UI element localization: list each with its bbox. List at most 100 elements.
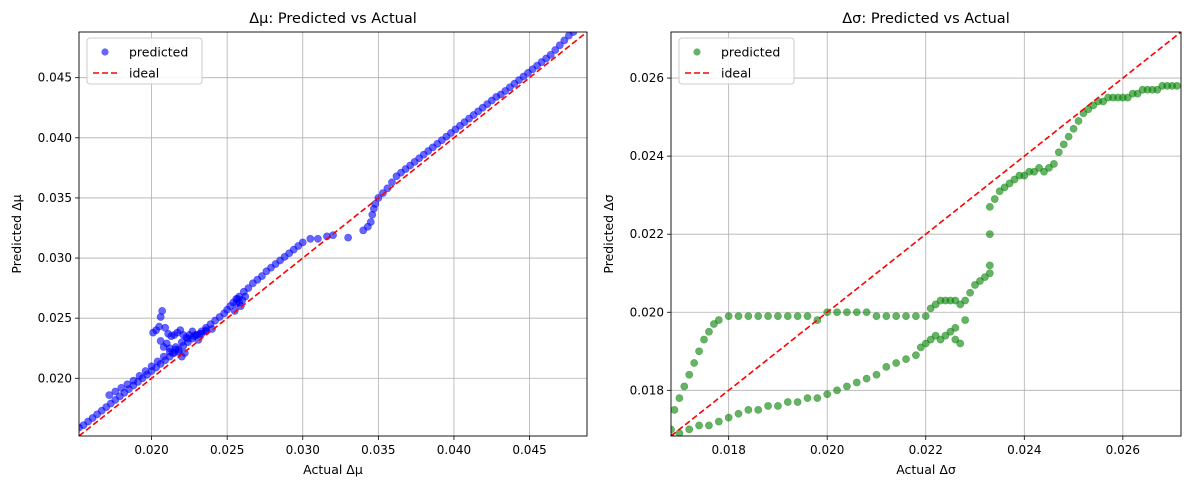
data-point xyxy=(921,312,930,321)
legend: predicted ideal xyxy=(86,37,203,85)
data-point xyxy=(378,189,387,198)
data-point xyxy=(695,421,703,430)
data-point xyxy=(724,312,733,321)
data-point xyxy=(1074,117,1083,125)
data-point xyxy=(926,304,935,313)
data-point xyxy=(690,359,699,367)
legend-marker xyxy=(693,48,701,56)
series-predicted xyxy=(79,32,578,432)
data-point xyxy=(1030,167,1039,176)
data-point xyxy=(1123,93,1132,102)
chart-title: Δμ: Predicted vs Actual xyxy=(249,11,417,27)
data-point xyxy=(724,413,733,422)
data-point xyxy=(941,331,950,340)
data-point xyxy=(916,343,925,352)
data-point xyxy=(1153,85,1162,94)
data-point xyxy=(1173,81,1181,90)
data-point xyxy=(956,339,965,348)
chart-title: Δσ: Predicted vs Actual xyxy=(842,11,1009,27)
data-point xyxy=(685,370,694,379)
data-point xyxy=(551,46,560,54)
data-point xyxy=(783,312,792,321)
data-point xyxy=(1133,89,1142,98)
data-point xyxy=(366,218,375,226)
data-point xyxy=(911,351,920,360)
x-tick-label: 0.020 xyxy=(134,443,168,457)
data-point xyxy=(985,261,994,270)
data-point xyxy=(931,300,940,309)
data-point xyxy=(555,41,564,50)
y-tick-label: 0.045 xyxy=(38,71,72,85)
x-tick-label: 0.018 xyxy=(711,443,745,457)
data-point xyxy=(1005,179,1014,188)
data-point xyxy=(1099,97,1108,106)
x-axis-label: Actual Δμ xyxy=(303,462,363,477)
data-point xyxy=(764,312,772,321)
y-tick-label: 0.020 xyxy=(38,371,72,385)
data-point xyxy=(921,339,930,348)
chart-delta-mu: 0.020 0.025 0.030 0.035 0.040 0.045 0.020 0.025… xyxy=(9,11,588,477)
y-tick-label: 0.025 xyxy=(38,311,72,325)
data-point xyxy=(105,391,114,400)
data-point xyxy=(141,367,150,375)
data-point xyxy=(194,335,203,344)
data-point xyxy=(882,363,891,371)
data-point xyxy=(892,312,901,321)
data-point xyxy=(714,417,723,426)
data-point xyxy=(313,234,322,243)
data-point xyxy=(159,352,168,361)
data-point xyxy=(985,202,994,211)
data-point xyxy=(671,405,679,414)
data-point xyxy=(298,238,307,247)
data-point xyxy=(685,425,694,434)
data-point xyxy=(951,323,960,332)
series-predicted xyxy=(671,81,1181,436)
data-point xyxy=(244,284,253,293)
legend-label: predicted xyxy=(721,45,780,60)
data-point xyxy=(258,272,266,280)
data-point xyxy=(872,312,881,321)
data-point xyxy=(117,384,126,392)
y-tick-label: 0.024 xyxy=(630,149,664,163)
data-point xyxy=(241,292,250,301)
data-point xyxy=(852,378,861,387)
legend-label: ideal xyxy=(129,66,159,81)
data-point xyxy=(902,312,910,321)
data-point xyxy=(230,307,239,315)
data-point xyxy=(872,370,881,379)
x-axis-label: Actual Δσ xyxy=(896,462,956,477)
legend: predicted ideal xyxy=(678,37,795,85)
data-point xyxy=(843,382,851,391)
data-point xyxy=(147,362,156,371)
x-tick-label: 0.020 xyxy=(810,443,844,457)
data-point xyxy=(123,380,132,389)
data-point xyxy=(911,312,920,321)
data-point xyxy=(892,359,901,367)
x-tick-label: 0.024 xyxy=(1007,443,1041,457)
data-point xyxy=(852,308,861,317)
data-point xyxy=(675,394,684,403)
data-point xyxy=(1064,132,1073,141)
data-point xyxy=(734,409,743,418)
data-point xyxy=(803,312,812,321)
data-point xyxy=(714,316,723,324)
x-tick-label: 0.022 xyxy=(909,443,943,457)
data-point xyxy=(129,376,138,385)
data-point xyxy=(936,335,945,344)
data-point xyxy=(902,355,910,364)
data-point xyxy=(793,312,802,321)
data-point xyxy=(700,335,708,344)
plot-area xyxy=(79,32,587,436)
y-tick-label: 0.035 xyxy=(38,191,72,205)
data-point xyxy=(980,273,989,282)
data-point xyxy=(1045,163,1053,172)
data-point xyxy=(1000,183,1009,192)
data-point xyxy=(774,312,782,321)
x-tick-label: 0.035 xyxy=(361,443,395,457)
series-line-ideal xyxy=(671,32,1181,436)
data-point xyxy=(833,386,841,395)
data-point xyxy=(783,398,792,406)
y-tick-label: 0.022 xyxy=(630,227,664,241)
data-point xyxy=(793,398,802,406)
data-point xyxy=(1010,175,1019,184)
